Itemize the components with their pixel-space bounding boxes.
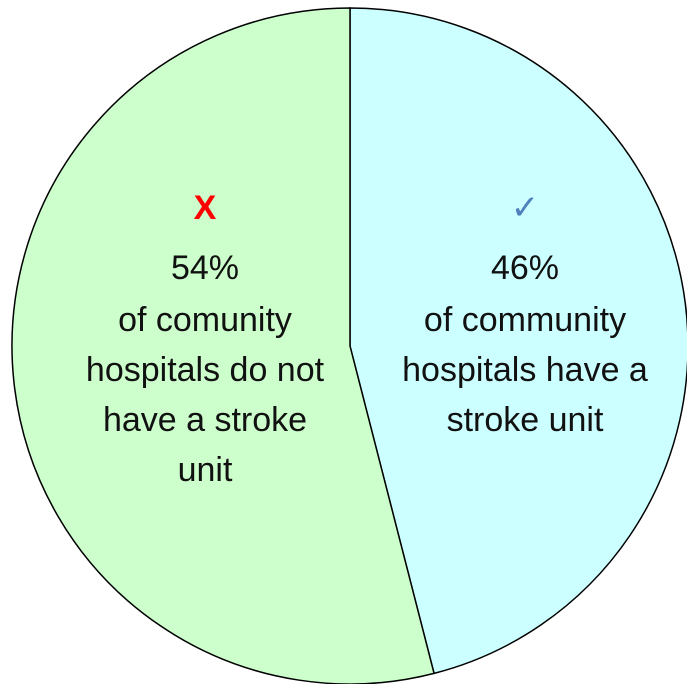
slice-icon: X <box>194 189 217 227</box>
pie-slice <box>349 7 687 675</box>
slice-description: hospitals have a <box>402 351 648 389</box>
slice-description: of community <box>424 301 626 339</box>
pie-slice <box>11 7 435 684</box>
value-label: 46% <box>491 249 559 287</box>
value-label: 54% <box>171 249 239 287</box>
slice-description: of comunity <box>118 301 292 339</box>
slice-description: unit <box>178 451 233 489</box>
slice-description: stroke unit <box>447 401 604 439</box>
slice-description: have a stroke <box>103 401 307 439</box>
slice-icon: ✓ <box>511 189 540 227</box>
slice-description: hospitals do not <box>86 351 325 389</box>
